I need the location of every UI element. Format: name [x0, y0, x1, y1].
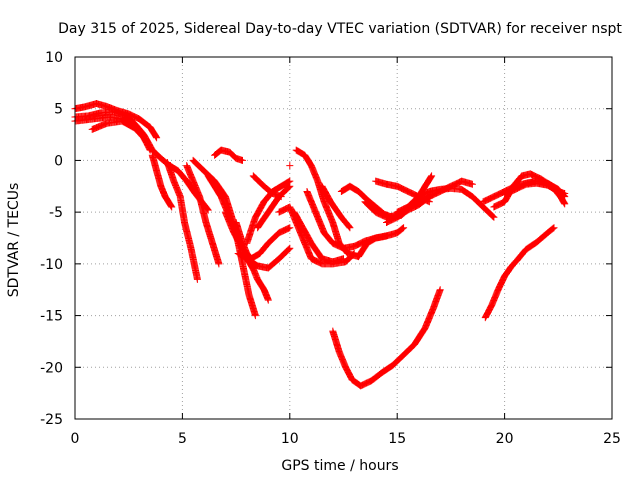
series-track-26: [383, 193, 433, 226]
series-track-21: [318, 182, 354, 232]
marker-track: [211, 146, 246, 164]
marker-track: [88, 117, 154, 154]
tick-labels: 0 5 10 15 20 25 -25 -20 -15 -10 -5 0 5 10: [40, 50, 621, 447]
data-points: [71, 100, 569, 390]
series-track-7: [183, 162, 223, 268]
marker-track: [148, 151, 176, 211]
marker-track: [183, 162, 223, 268]
series-track-30: [329, 286, 444, 390]
x-tick-label: 0: [71, 431, 80, 447]
x-tick-label: 5: [178, 431, 187, 447]
x-tick-label: 10: [281, 431, 299, 447]
marker-track: [318, 182, 354, 232]
x-axis-label: GPS time / hours: [281, 458, 398, 474]
series-track-16: [249, 172, 285, 201]
marker-track: [290, 208, 347, 266]
y-tick-label: -25: [40, 412, 63, 428]
y-tick-label: 0: [54, 153, 63, 169]
y-tick-label: -15: [40, 309, 63, 325]
y-tick-label: 5: [54, 102, 63, 118]
marker-track: [249, 172, 285, 201]
marker-track: [481, 224, 558, 322]
marker-track: [501, 179, 569, 199]
series-track-29: [501, 179, 569, 199]
marker-track: [163, 159, 201, 283]
x-tick-label: 25: [603, 431, 621, 447]
series-track-6: [163, 159, 201, 283]
marker-track: [303, 188, 390, 252]
marker-track: [286, 162, 294, 170]
series-outlier: [286, 162, 294, 170]
series-track-13: [234, 244, 294, 272]
x-tick-label: 20: [496, 431, 514, 447]
series-track-31: [481, 224, 558, 322]
marker-track: [234, 244, 294, 272]
series-track-19: [303, 188, 390, 252]
series-track-10: [211, 146, 246, 164]
y-axis-label: SDTVAR / TECUs: [6, 183, 22, 298]
marker-track: [329, 286, 444, 390]
series-track-20: [290, 208, 347, 266]
plot-frame: [74, 56, 613, 420]
y-tick-label: 10: [45, 50, 63, 66]
series-track-4: [88, 117, 154, 154]
x-tick-label: 15: [388, 431, 406, 447]
marker-track: [383, 193, 433, 226]
y-tick-label: -5: [49, 205, 63, 221]
y-tick-label: -10: [40, 257, 63, 273]
chart-title: Day 315 of 2025, Sidereal Day-to-day VTE…: [58, 21, 622, 37]
y-tick-label: -20: [40, 360, 63, 376]
series-track-5: [148, 151, 176, 211]
